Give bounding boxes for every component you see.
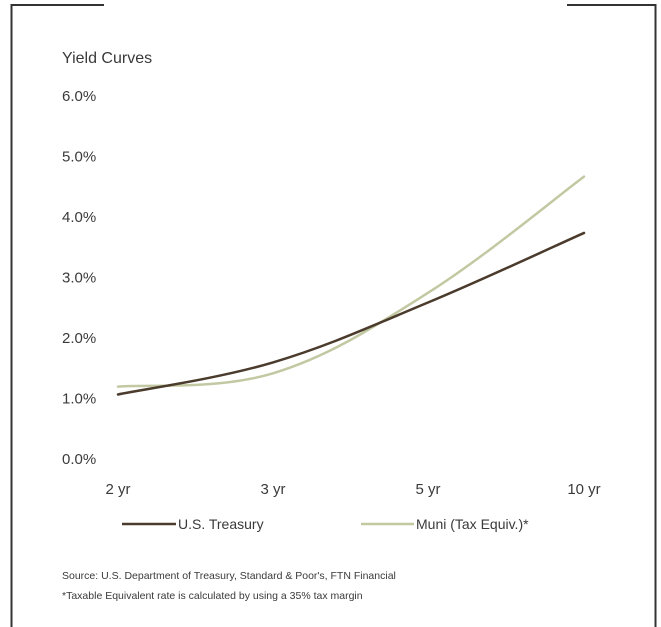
x-tick-label: 3 yr	[260, 481, 285, 498]
y-tick-label: 6.0%	[62, 88, 96, 105]
tax-footnote: *Taxable Equivalent rate is calculated b…	[62, 590, 363, 602]
y-axis-ticks: 6.0% 5.0% 4.0% 3.0% 2.0% 1.0% 0.0%	[62, 88, 96, 468]
x-tick-label: 5 yr	[415, 481, 440, 498]
source-note: Source: U.S. Department of Treasury, Sta…	[62, 570, 396, 582]
x-axis-ticks: 2 yr 3 yr 5 yr 10 yr	[105, 481, 600, 498]
y-tick-label: 2.0%	[62, 330, 96, 347]
series-line-muni	[116, 175, 586, 388]
series-lines	[116, 175, 586, 396]
y-tick-label: 3.0%	[62, 270, 96, 287]
y-tick-label: 4.0%	[62, 209, 96, 226]
chart-frame	[10, 4, 657, 627]
x-tick-label: 2 yr	[105, 481, 130, 498]
series-line-treasury	[116, 231, 586, 396]
y-tick-label: 0.0%	[62, 451, 96, 468]
legend-label-muni: Muni (Tax Equiv.)*	[416, 516, 529, 532]
y-tick-label: 5.0%	[62, 149, 96, 166]
x-tick-label: 10 yr	[567, 481, 600, 498]
legend-label-treasury: U.S. Treasury	[178, 516, 264, 532]
chart-title: Yield Curves	[62, 50, 152, 67]
y-tick-label: 1.0%	[62, 391, 96, 408]
legend: U.S. Treasury Muni (Tax Equiv.)*	[122, 516, 529, 532]
